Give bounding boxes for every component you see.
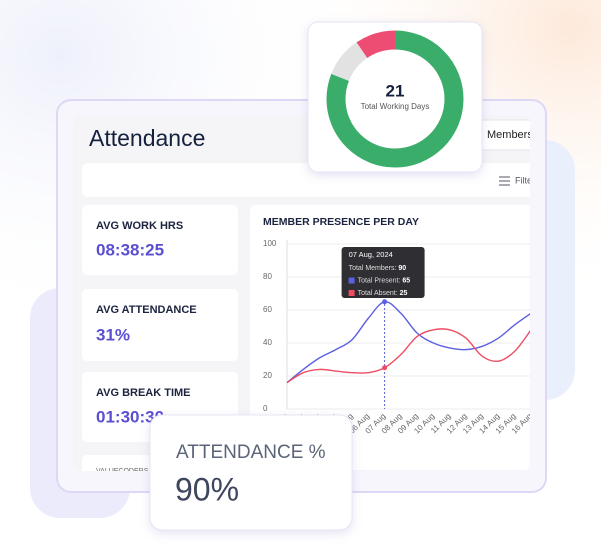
donut-center-value: 21 <box>386 81 405 100</box>
tooltip-row: Total Present: 65 <box>358 277 411 284</box>
hover-point <box>382 299 388 305</box>
attendance-label: ATTENDANCE % <box>176 442 326 463</box>
filter-icon[interactable] <box>499 176 510 186</box>
stat-card <box>82 289 238 361</box>
y-tick-label: 0 <box>263 404 268 413</box>
attendance-card <box>149 414 353 531</box>
stat-value: 31% <box>96 325 130 344</box>
y-tick-label: 20 <box>263 371 272 380</box>
line-series <box>286 301 530 384</box>
tooltip-row-label: Total Present: <box>358 277 403 284</box>
tooltip-swatch <box>348 290 355 296</box>
attendance-card-bg <box>149 414 353 531</box>
donut-segment <box>326 30 464 168</box>
line-series <box>286 328 530 384</box>
tooltip-row-label: Total Absent: <box>358 290 400 297</box>
stat-label: AVG ATTENDANCE <box>96 304 197 316</box>
stat-label: AVG WORK HRS <box>96 220 183 232</box>
stat-card <box>82 205 238 275</box>
y-tick-label: 40 <box>263 338 272 347</box>
tooltip-row-value: 65 <box>402 277 410 284</box>
donut-chart <box>326 30 464 168</box>
tooltip-row-value: 25 <box>400 290 408 297</box>
donut-center-wrap: Total Working Days <box>360 102 430 111</box>
donut-center-label: Total Working Days <box>360 102 430 111</box>
tooltip-swatch <box>348 277 355 284</box>
y-tick-label: 80 <box>263 272 272 281</box>
filter-label[interactable]: Filter <box>515 175 535 185</box>
stat-label: VALUECODERS <box>96 468 149 475</box>
tooltip-row: Total Absent: 25 <box>358 290 408 297</box>
y-tick-label: 60 <box>263 305 272 314</box>
attendance-value: 90% <box>175 471 239 507</box>
chart-card <box>250 205 530 470</box>
hover-point <box>382 365 388 371</box>
tooltip-row: Total Members: 90 <box>349 265 407 272</box>
tooltip-title: 07 Aug, 2024 <box>349 250 393 259</box>
tooltip-bg <box>341 247 425 298</box>
stat-label: AVG BREAK TIME <box>96 387 191 399</box>
tab-label[interactable]: Members <box>487 129 533 141</box>
stat-value: 08:38:25 <box>96 240 164 259</box>
page-title: Attendance <box>89 125 205 151</box>
tooltip-row-label: Total Members: <box>349 265 399 272</box>
y-tick-label: 100 <box>263 239 277 248</box>
tooltip: 07 Aug, 2024 Total Members: 90 Total Prese… <box>341 247 425 298</box>
stat-value: 01:30:30 <box>96 407 164 426</box>
chart-title: MEMBER PRESENCE PER DAY <box>263 216 419 228</box>
tooltip-row-value: 90 <box>398 265 406 272</box>
panel: Attendance Members Filter AVG WORK HRS 0… <box>73 115 535 475</box>
